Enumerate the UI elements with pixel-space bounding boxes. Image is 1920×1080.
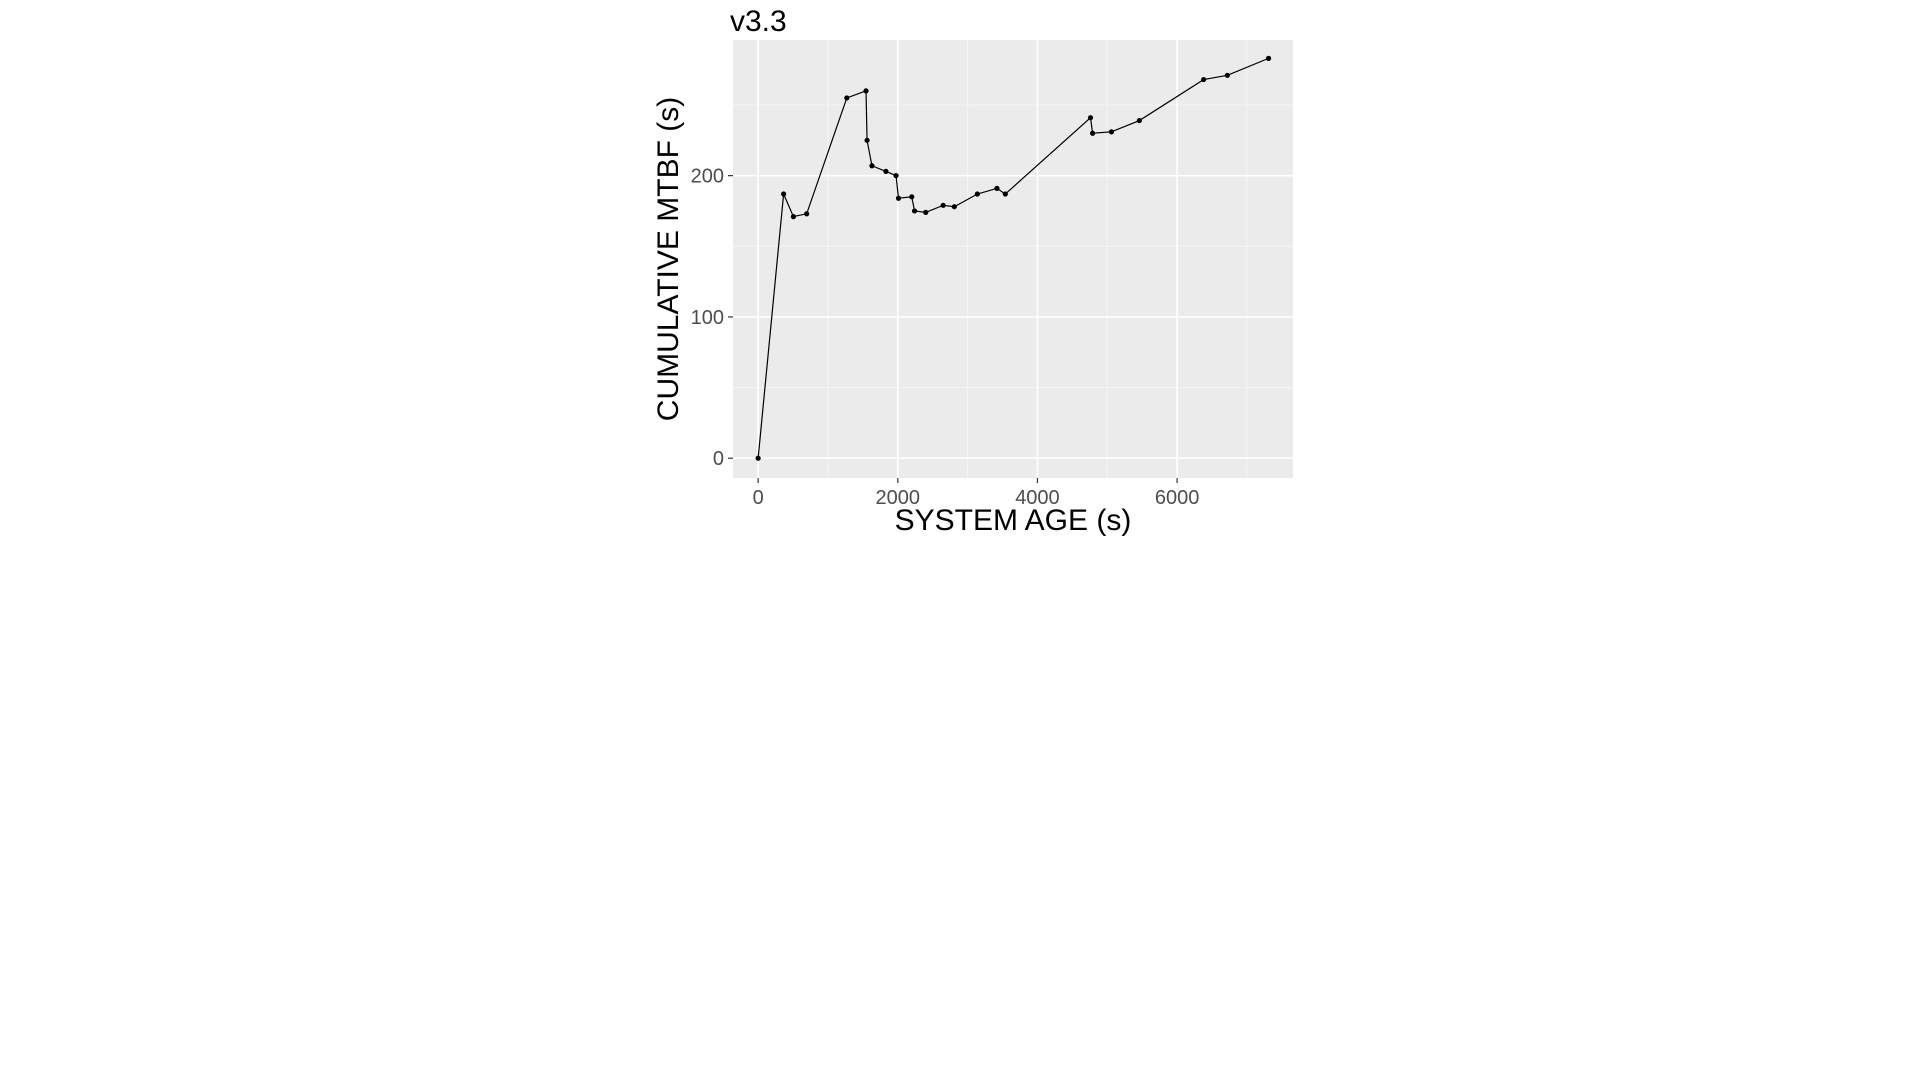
data-point <box>883 168 889 174</box>
data-point <box>994 185 1000 191</box>
data-point <box>923 209 929 215</box>
chart-title: v3.3 <box>730 5 787 38</box>
data-point <box>951 204 957 210</box>
grid-major <box>733 40 1293 478</box>
plot-panel <box>733 40 1293 478</box>
data-point <box>1136 117 1142 124</box>
y-axis: 0 100 200 <box>691 166 733 470</box>
x-tick-label: 4000 <box>1015 487 1060 509</box>
data-point <box>895 195 902 201</box>
data-point <box>1087 115 1094 121</box>
x-tick-label: 2000 <box>876 487 921 509</box>
data-point <box>804 211 810 217</box>
data-point <box>781 191 787 197</box>
x-axis: 0 2000 4000 6000 <box>753 478 1200 509</box>
data-point <box>863 88 869 94</box>
x-axis-title: SYSTEM AGE (s) <box>895 504 1132 537</box>
data-point <box>1108 129 1115 135</box>
data-point <box>1224 72 1230 78</box>
data-point <box>869 163 875 169</box>
y-tick-label: 200 <box>691 166 724 188</box>
x-tick-label: 0 <box>753 487 764 509</box>
data-point <box>1265 55 1272 61</box>
data-point <box>755 455 761 461</box>
data-point <box>909 194 915 200</box>
data-point <box>911 208 918 214</box>
data-point <box>790 214 796 220</box>
grid-minor <box>733 40 1293 478</box>
data-point <box>864 137 870 143</box>
y-tick-label: 0 <box>713 448 724 470</box>
data-point <box>1002 191 1008 197</box>
y-tick-label: 100 <box>691 307 724 329</box>
data-point <box>974 191 980 197</box>
data-point <box>1201 76 1207 83</box>
data-point <box>893 173 899 179</box>
data-point <box>940 202 946 208</box>
x-tick-label: 6000 <box>1155 487 1200 509</box>
y-axis-title: CUMULATIVE MTBF (s) <box>652 97 685 421</box>
data-point <box>844 95 850 101</box>
series-line <box>757 57 1269 459</box>
data-layer <box>755 55 1272 461</box>
data-point <box>1090 130 1096 136</box>
